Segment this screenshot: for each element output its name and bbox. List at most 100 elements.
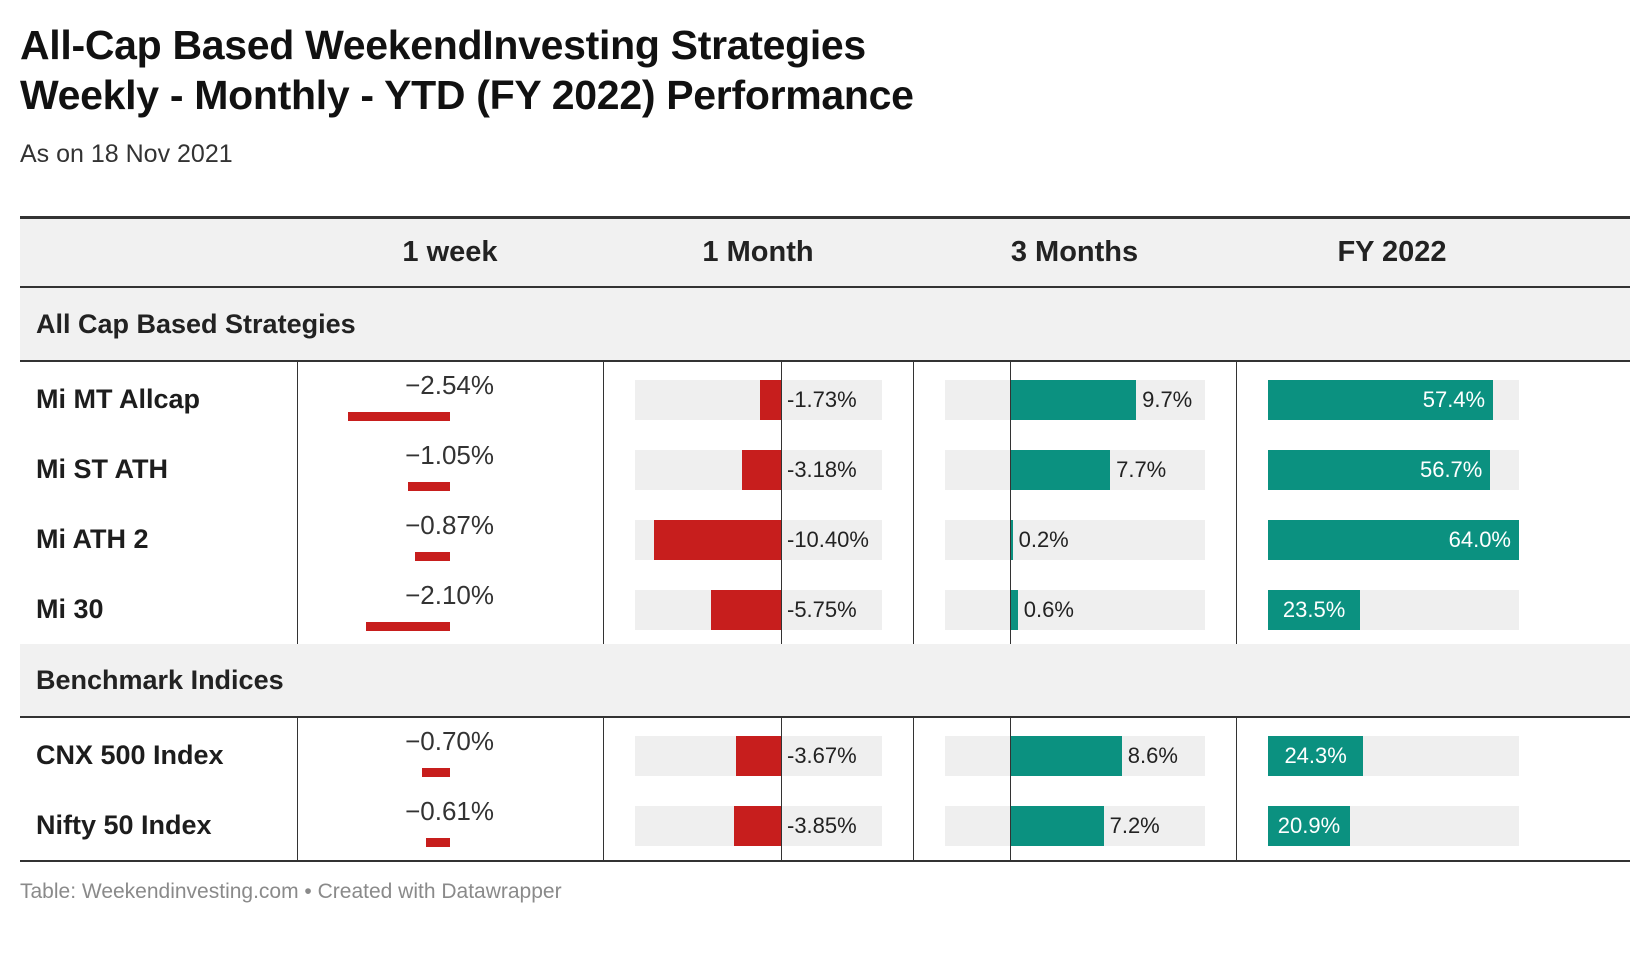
three-months-track: 8.6% — [945, 718, 1205, 792]
three-months-value-label: 7.7% — [1116, 457, 1167, 482]
week-bar — [415, 552, 450, 561]
table-header: 1 week 1 Month 3 Months FY 2022 — [20, 216, 1630, 288]
fy-track: 57.4% — [1268, 380, 1519, 420]
three-months-bar — [1010, 806, 1104, 846]
row-label: Mi 30 — [36, 594, 104, 624]
month-zero-line — [781, 502, 782, 576]
month-bar — [742, 450, 781, 490]
row-label: Mi ATH 2 — [36, 524, 149, 554]
month-value-label: -3.85% — [787, 813, 857, 838]
month-bar — [654, 520, 781, 560]
table-row: Mi 30 −2.10% -5.75% 0.6% 23.5% — [20, 572, 1630, 646]
month-track: -3.67% — [635, 718, 882, 792]
three-months-value-label: 9.7% — [1142, 387, 1193, 412]
fy-bar — [1268, 380, 1494, 420]
week-value-label: −2.54% — [405, 370, 494, 400]
three-months-value-label: 0.2% — [1018, 527, 1069, 552]
three-months-value-label: 8.6% — [1127, 743, 1178, 768]
row-label: Nifty 50 Index — [36, 810, 212, 840]
fy-value-label: 24.3% — [1284, 743, 1347, 768]
fy-bar — [1268, 590, 1361, 630]
group-row: All Cap Based Strategies — [20, 288, 1630, 362]
month-value-label: -1.73% — [787, 387, 857, 412]
week-bar — [422, 768, 450, 777]
table-row: Mi ST ATH −1.05% -3.18% 7.7% 56.7% — [20, 432, 1630, 506]
week-value-label: −0.61% — [405, 796, 494, 826]
three-months-bar — [1010, 380, 1137, 420]
week-value-label: −2.10% — [405, 580, 494, 610]
week-bar — [408, 482, 450, 491]
table-row: Nifty 50 Index −0.61% -3.85% 7.2% 20.9% — [20, 788, 1630, 862]
fy-value-label: 57.4% — [1422, 387, 1486, 412]
three-months-bar — [1010, 736, 1122, 776]
three-months-bar — [1010, 450, 1111, 490]
month-zero-line — [781, 718, 782, 792]
three-months-track: 9.7% — [945, 362, 1205, 436]
month-track: -3.18% — [635, 432, 882, 506]
fy-bar — [1268, 520, 1519, 560]
column-divider — [1236, 572, 1237, 644]
group-label: All Cap Based Strategies — [36, 309, 356, 339]
week-value-label: −0.70% — [405, 726, 494, 756]
three-months-zero-line — [1010, 788, 1011, 862]
fy-track: 20.9% — [1268, 806, 1519, 846]
column-divider — [603, 432, 604, 505]
header-fy-2022: FY 2022 — [1337, 236, 1447, 268]
column-divider — [1236, 718, 1237, 791]
column-divider — [603, 718, 604, 791]
fy-track: 23.5% — [1268, 590, 1519, 630]
column-divider — [603, 572, 604, 644]
month-zero-line — [781, 362, 782, 436]
column-divider — [913, 718, 914, 791]
month-value-label: -10.40% — [787, 527, 869, 552]
column-divider — [1236, 432, 1237, 505]
group-row: Benchmark Indices — [20, 644, 1630, 718]
week-value-label: −1.05% — [405, 440, 494, 470]
fy-track: 24.3% — [1268, 736, 1519, 776]
header-1-week: 1 week — [402, 236, 498, 268]
group-label: Benchmark Indices — [36, 665, 284, 695]
fy-bar — [1268, 736, 1364, 776]
fy-value-label: 23.5% — [1282, 597, 1346, 622]
three-months-zero-line — [1010, 432, 1011, 506]
column-divider — [297, 572, 298, 644]
column-divider — [297, 718, 298, 791]
three-months-bar — [1010, 520, 1013, 560]
month-bar — [734, 806, 781, 846]
month-zero-line — [781, 432, 782, 506]
month-zero-line — [781, 572, 782, 646]
column-divider — [913, 572, 914, 644]
month-value-label: -3.67% — [787, 743, 857, 768]
column-divider — [297, 362, 298, 435]
three-months-zero-line — [1010, 718, 1011, 792]
month-track: -3.85% — [635, 788, 882, 862]
row-label: CNX 500 Index — [36, 740, 224, 770]
month-bar — [711, 590, 781, 630]
table-row: CNX 500 Index −0.70% -3.67% 8.6% 24.3% — [20, 718, 1630, 792]
month-bar — [736, 736, 781, 776]
month-value-label: -5.75% — [787, 597, 857, 622]
week-bar — [348, 412, 450, 421]
title-line-1: All-Cap Based WeekendInvesting Strategie… — [20, 22, 866, 68]
header-3-months: 3 Months — [1010, 236, 1139, 268]
column-divider — [603, 362, 604, 435]
column-divider — [1236, 502, 1237, 575]
month-track: -10.40% — [635, 502, 882, 576]
three-months-track: 0.6% — [945, 572, 1205, 646]
fy-value-label: 64.0% — [1448, 527, 1511, 552]
three-months-bar — [1010, 590, 1018, 630]
column-divider — [913, 788, 914, 860]
column-divider — [603, 788, 604, 860]
fy-bar — [1268, 450, 1491, 490]
fy-track: 56.7% — [1268, 450, 1519, 490]
three-months-track: 7.7% — [945, 432, 1205, 506]
three-months-zero-line — [1010, 362, 1011, 436]
column-divider — [603, 502, 604, 575]
column-divider — [913, 502, 914, 575]
column-divider — [297, 502, 298, 575]
three-months-zero-line — [1010, 572, 1011, 646]
fy-value-label: 20.9% — [1277, 813, 1341, 838]
three-months-value-label: 7.2% — [1109, 813, 1160, 838]
week-value-label: −0.87% — [405, 510, 494, 540]
three-months-track: 7.2% — [945, 788, 1205, 862]
